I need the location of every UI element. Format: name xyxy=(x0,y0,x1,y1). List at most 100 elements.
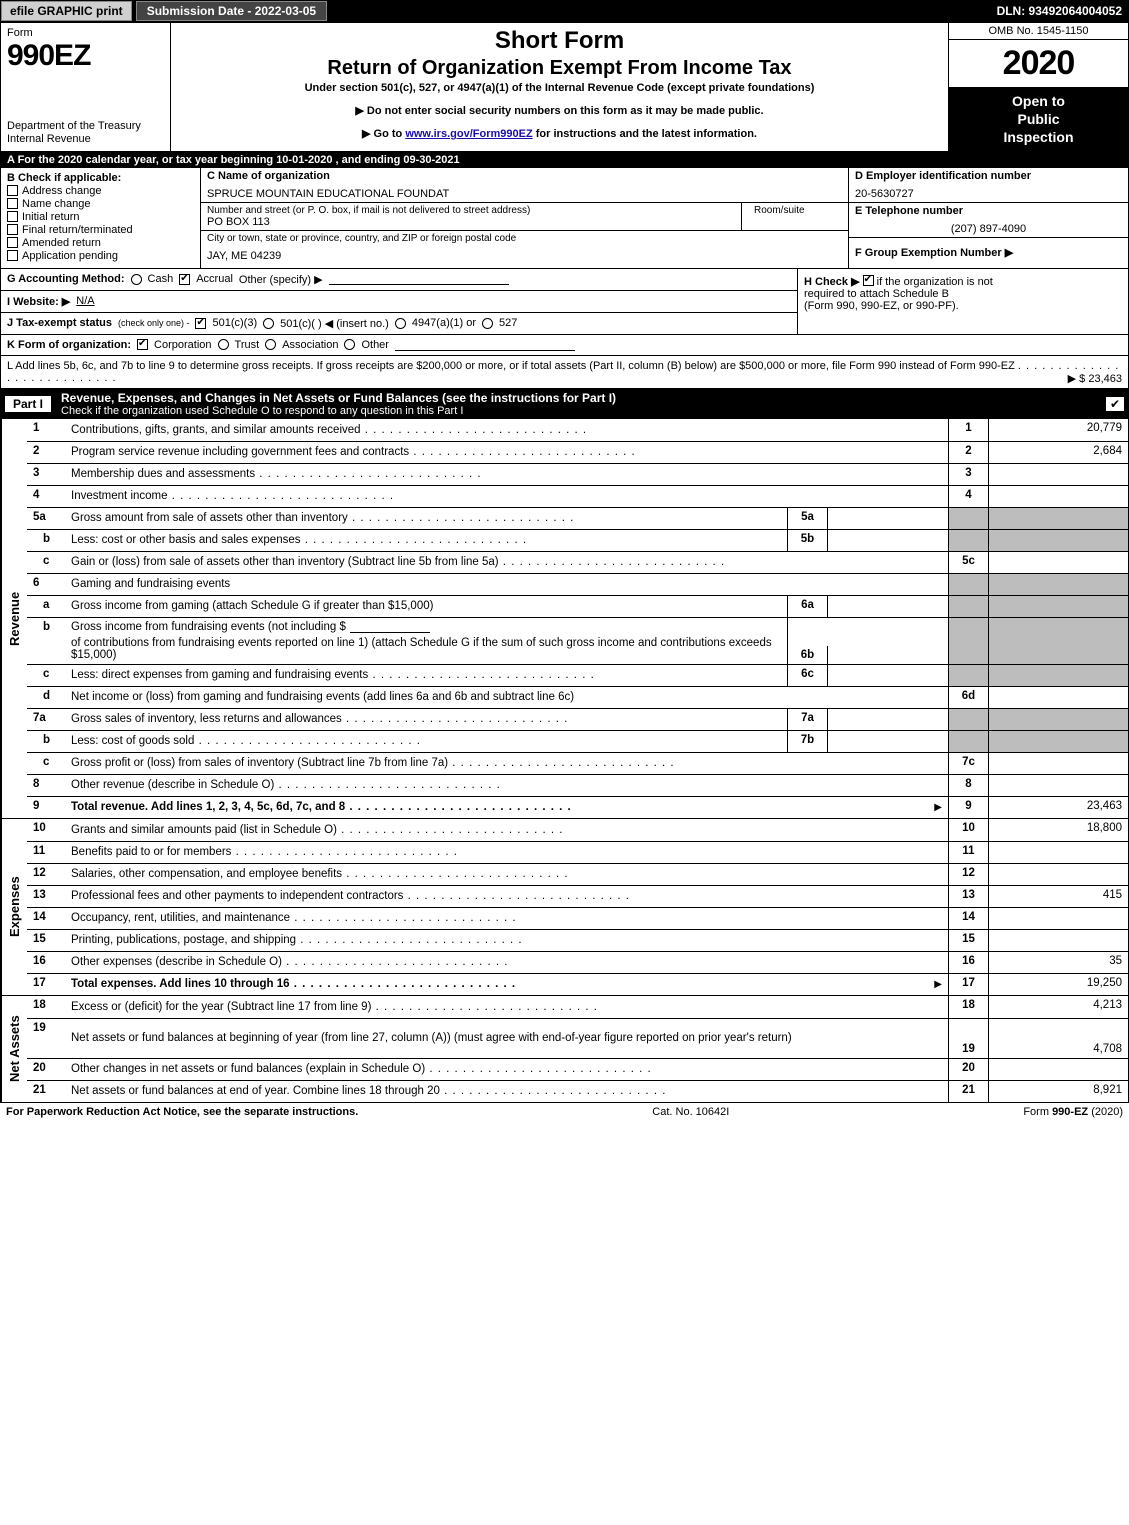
line-desc: Printing, publications, postage, and shi… xyxy=(67,930,948,951)
instructions-link[interactable]: www.irs.gov/Form990EZ xyxy=(405,128,532,140)
inspect-line2: Public xyxy=(953,110,1124,128)
radio-icon[interactable] xyxy=(344,339,355,350)
line-desc: Total revenue. Add lines 1, 2, 3, 4, 5c,… xyxy=(67,797,948,818)
footer-left: For Paperwork Reduction Act Notice, see … xyxy=(6,1106,358,1118)
inner-box: 6b xyxy=(787,618,948,664)
checkbox-icon xyxy=(7,224,18,235)
open-to-inspection: Open to Public Inspection xyxy=(949,88,1128,151)
line-ref: 13 xyxy=(948,886,988,907)
inner-box: 6c xyxy=(787,665,948,686)
line-17: 17 Total expenses. Add lines 10 through … xyxy=(27,973,1128,995)
line-ref: 10 xyxy=(948,819,988,841)
radio-icon[interactable] xyxy=(482,318,493,329)
line-ref: 21 xyxy=(948,1081,988,1102)
radio-icon[interactable] xyxy=(263,318,274,329)
revenue-side-label: Revenue xyxy=(1,419,27,818)
form-header: Form 990EZ Department of the Treasury In… xyxy=(1,23,1128,152)
chk-application-pending[interactable]: Application pending xyxy=(7,250,194,262)
line-num: c xyxy=(27,665,67,686)
line-num: a xyxy=(27,596,67,617)
line-desc: Gain or (loss) from sale of assets other… xyxy=(67,552,948,573)
line-amt xyxy=(988,775,1128,796)
chk-amended-return[interactable]: Amended return xyxy=(7,237,194,249)
desc-text: Gain or (loss) from sale of assets other… xyxy=(71,556,944,568)
line-num: c xyxy=(27,552,67,573)
line-ref-shaded xyxy=(948,731,988,752)
radio-icon[interactable] xyxy=(265,339,276,350)
line-desc: Net assets or fund balances at beginning… xyxy=(67,1019,948,1058)
dept-line2: Internal Revenue xyxy=(7,133,164,146)
line-amt xyxy=(988,753,1128,774)
desc-text: Gross amount from sale of assets other t… xyxy=(71,512,783,524)
part-tag: Part I xyxy=(5,396,51,412)
chk-name-change[interactable]: Name change xyxy=(7,198,194,210)
line-amt: 415 xyxy=(988,886,1128,907)
line-2: 2 Program service revenue including gove… xyxy=(27,441,1128,463)
checkbox-icon xyxy=(7,198,18,209)
efile-print-button[interactable]: efile GRAPHIC print xyxy=(1,1,132,21)
header-right: OMB No. 1545-1150 2020 Open to Public In… xyxy=(948,23,1128,151)
h-txt3: (Form 990, 990-EZ, or 990-PF). xyxy=(804,300,959,312)
blank-line[interactable] xyxy=(395,339,575,351)
line-amt: 4,708 xyxy=(988,1019,1128,1058)
line-num: 17 xyxy=(27,974,67,995)
part-title-wrap: Revenue, Expenses, and Changes in Net As… xyxy=(61,391,616,417)
checkbox-icon xyxy=(7,237,18,248)
desc-text: Occupancy, rent, utilities, and maintena… xyxy=(71,912,944,924)
section-h: H Check ▶ if the organization is not req… xyxy=(798,269,1128,334)
room-suite-cell: Room/suite xyxy=(748,203,848,230)
checkbox-checked-icon[interactable] xyxy=(863,275,874,286)
checkbox-checked-icon[interactable] xyxy=(179,274,190,285)
line-num: 3 xyxy=(27,464,67,485)
line-desc: Grants and similar amounts paid (list in… xyxy=(67,819,948,841)
line-amt-shaded xyxy=(988,665,1128,686)
section-d: D Employer identification number 20-5630… xyxy=(849,168,1128,203)
desc-text: Gaming and fundraising events xyxy=(71,578,230,590)
radio-icon[interactable] xyxy=(218,339,229,350)
line-ref: 15 xyxy=(948,930,988,951)
line-6a: a Gross income from gaming (attach Sched… xyxy=(27,595,1128,617)
net-assets-section: Net Assets 18 Excess or (deficit) for th… xyxy=(1,996,1128,1102)
chk-address-change[interactable]: Address change xyxy=(7,185,194,197)
radio-icon[interactable] xyxy=(395,318,406,329)
form-word: Form xyxy=(7,27,164,39)
desc-text: Total expenses. Add lines 10 through 16 xyxy=(71,978,930,990)
radio-icon[interactable] xyxy=(131,274,142,285)
line-num: b xyxy=(27,731,67,752)
line-num: 7a xyxy=(27,709,67,730)
inspect-line1: Open to xyxy=(953,92,1124,110)
g-label: G Accounting Method: xyxy=(7,273,125,285)
desc-text: Printing, publications, postage, and shi… xyxy=(71,934,944,946)
checkbox-checked-icon[interactable] xyxy=(137,339,148,350)
chk-initial-return[interactable]: Initial return xyxy=(7,211,194,223)
line-amt: 8,921 xyxy=(988,1081,1128,1102)
line-amt-shaded xyxy=(988,618,1128,664)
page-footer: For Paperwork Reduction Act Notice, see … xyxy=(0,1103,1129,1121)
line-num: 15 xyxy=(27,930,67,951)
line-ref-shaded xyxy=(948,665,988,686)
blank-line[interactable] xyxy=(329,273,509,285)
checkbox-icon xyxy=(7,250,18,261)
desc-text: Other changes in net assets or fund bala… xyxy=(71,1063,944,1075)
ein-label: D Employer identification number xyxy=(855,170,1122,182)
h-label: H Check ▶ xyxy=(804,276,860,288)
blank-line[interactable] xyxy=(350,621,430,633)
chk-label: Address change xyxy=(22,185,102,197)
city-label: City or town, state or province, country… xyxy=(207,233,842,244)
line-num: 5a xyxy=(27,508,67,529)
line-21: 21 Net assets or fund balances at end of… xyxy=(27,1080,1128,1102)
line-amt-shaded xyxy=(988,731,1128,752)
desc-text: Less: cost or other basis and sales expe… xyxy=(71,534,783,546)
checkbox-checked-icon[interactable] xyxy=(195,318,206,329)
desc-text: Net assets or fund balances at end of ye… xyxy=(71,1085,944,1097)
chk-final-return[interactable]: Final return/terminated xyxy=(7,224,194,236)
line-amt xyxy=(988,908,1128,929)
line-13: 13 Professional fees and other payments … xyxy=(27,885,1128,907)
phone-value: (207) 897-4090 xyxy=(855,223,1122,235)
line-num: 1 xyxy=(27,419,67,441)
line-10: 10 Grants and similar amounts paid (list… xyxy=(27,819,1128,841)
line-ref-shaded xyxy=(948,596,988,617)
schedule-o-checkbox[interactable]: ✔ xyxy=(1106,397,1124,411)
line-desc: Total expenses. Add lines 10 through 16 xyxy=(67,974,948,995)
line-amt-shaded xyxy=(988,574,1128,595)
